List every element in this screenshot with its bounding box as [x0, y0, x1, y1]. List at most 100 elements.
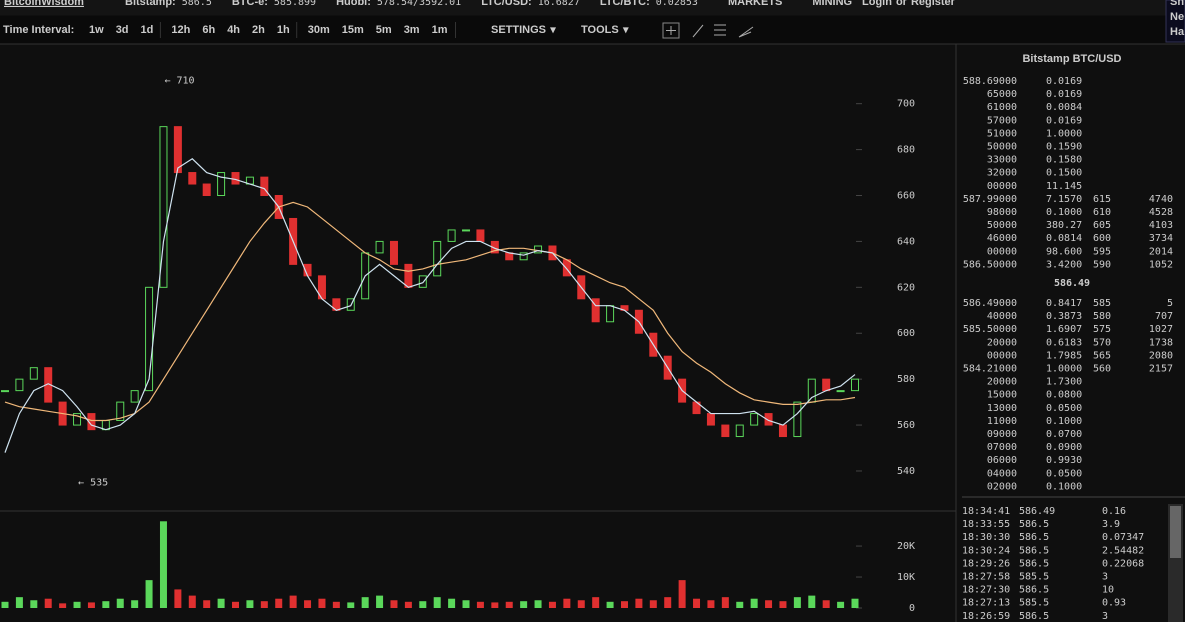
- login[interactable]: Login: [862, 0, 892, 8]
- trade-time: 18:34:41: [962, 506, 1010, 517]
- ticker-label: Huobi:: [336, 0, 371, 8]
- candle: [1, 390, 9, 393]
- depth-amount: 4740: [1149, 194, 1173, 205]
- volume-bar: [779, 601, 787, 608]
- volume-bar: [505, 601, 513, 608]
- volume-bar: [534, 600, 542, 608]
- settings[interactable]: SETTINGS: [491, 24, 546, 36]
- order-price: 07000: [987, 442, 1017, 453]
- volume-bar: [419, 601, 427, 608]
- candle: [505, 252, 514, 261]
- interval[interactable]: 4h: [227, 24, 240, 36]
- depth-price: 615: [1093, 194, 1111, 205]
- order-price: 20000: [987, 337, 1017, 348]
- depth-amount: 1027: [1149, 324, 1173, 335]
- v-tick-label: 0: [909, 603, 915, 614]
- order-amount: 0.1580: [1046, 155, 1082, 166]
- scroll-thumb[interactable]: [1170, 506, 1181, 558]
- logo[interactable]: BitcoinWisdom: [4, 0, 84, 8]
- order-price: 00000: [987, 350, 1017, 361]
- order-amount: 11.145: [1046, 181, 1082, 192]
- ticker-label: BTC-e:: [232, 0, 268, 8]
- trade-time: 18:27:58: [962, 572, 1010, 583]
- side-box: [1165, 0, 1185, 43]
- interval[interactable]: 30m: [308, 24, 330, 36]
- candle: [433, 240, 442, 277]
- caret[interactable]: ▼: [550, 25, 556, 36]
- menu[interactable]: MARKETS: [728, 0, 782, 8]
- order-price: 04000: [987, 468, 1017, 479]
- trade-amount: 0.07347: [1102, 532, 1144, 543]
- volume-bar: [347, 602, 355, 608]
- ticker-label: LTC/BTC:: [600, 0, 650, 8]
- order-price: 588.69000: [963, 76, 1017, 87]
- order-price: 13000: [987, 403, 1017, 414]
- trade-price: 585.5: [1019, 572, 1049, 583]
- depth-price: 610: [1093, 207, 1111, 218]
- order-amount: 98.600: [1046, 246, 1082, 257]
- tool-icon[interactable]: [666, 24, 754, 38]
- candle: [202, 183, 211, 197]
- interval[interactable]: 15m: [342, 24, 364, 36]
- order-price: 20000: [987, 377, 1017, 388]
- interval[interactable]: 2h: [252, 24, 265, 36]
- candle: [764, 413, 773, 426]
- v-tick-label: 20K: [897, 541, 915, 552]
- toolbar: [0, 16, 1185, 44]
- y-tick-label: 700: [897, 99, 915, 110]
- candle: [159, 126, 168, 288]
- volume-bar: [606, 601, 614, 608]
- interval[interactable]: 1h: [277, 24, 290, 36]
- interval[interactable]: 5m: [376, 24, 392, 36]
- menu[interactable]: MINING: [812, 0, 852, 8]
- volume-bar: [693, 598, 701, 608]
- trade-time: 18:29:26: [962, 558, 1010, 569]
- depth-amount: 4528: [1149, 207, 1173, 218]
- register[interactable]: Register: [911, 0, 956, 8]
- candle: [462, 229, 471, 232]
- tool-icon[interactable]: [662, 22, 680, 39]
- interval[interactable]: 1w: [89, 24, 104, 36]
- order-price: 98000: [987, 207, 1017, 218]
- volume-bar: [635, 598, 643, 608]
- volume-bar: [159, 521, 167, 608]
- interval[interactable]: 1d: [141, 24, 154, 36]
- volume-bar: [736, 601, 744, 608]
- candle: [29, 367, 38, 380]
- interval[interactable]: 6h: [202, 24, 215, 36]
- volume-bar: [620, 601, 628, 608]
- order-price: 586.49000: [963, 298, 1017, 309]
- interval[interactable]: 3d: [116, 24, 129, 36]
- order-price: 50000: [987, 142, 1017, 153]
- order-amount: 1.7300: [1046, 377, 1082, 388]
- volume-bar: [808, 595, 816, 608]
- order-price: 586.50000: [963, 259, 1017, 270]
- volume-bar: [332, 601, 340, 608]
- order-price: 50000: [987, 220, 1017, 231]
- candle: [260, 176, 269, 197]
- volume-bar: [217, 598, 225, 608]
- y-tick-label: 640: [897, 236, 915, 247]
- ticker-value: 586.5: [182, 0, 212, 8]
- candle: [750, 413, 759, 426]
- interval[interactable]: 3m: [404, 24, 420, 36]
- trade-amount: 10: [1102, 585, 1114, 596]
- moving-average: [4, 158, 856, 453]
- v-tick-label: 10K: [897, 572, 915, 583]
- candle: [231, 172, 240, 185]
- volume-bar: [188, 595, 196, 608]
- volume-bar: [678, 580, 686, 608]
- ticker-label: Bitstamp:: [125, 0, 176, 8]
- trade-time: 18:30:24: [962, 545, 1010, 556]
- tools[interactable]: TOOLS: [581, 24, 619, 36]
- candle: [145, 286, 154, 392]
- interval[interactable]: 12h: [171, 24, 190, 36]
- candle: [375, 240, 384, 254]
- interval[interactable]: 1m: [432, 24, 448, 36]
- candle: [447, 229, 456, 242]
- candle: [562, 259, 571, 277]
- depth-amount: 707: [1155, 311, 1173, 322]
- depth-price: 565: [1093, 350, 1111, 361]
- caret[interactable]: ▼: [623, 25, 629, 36]
